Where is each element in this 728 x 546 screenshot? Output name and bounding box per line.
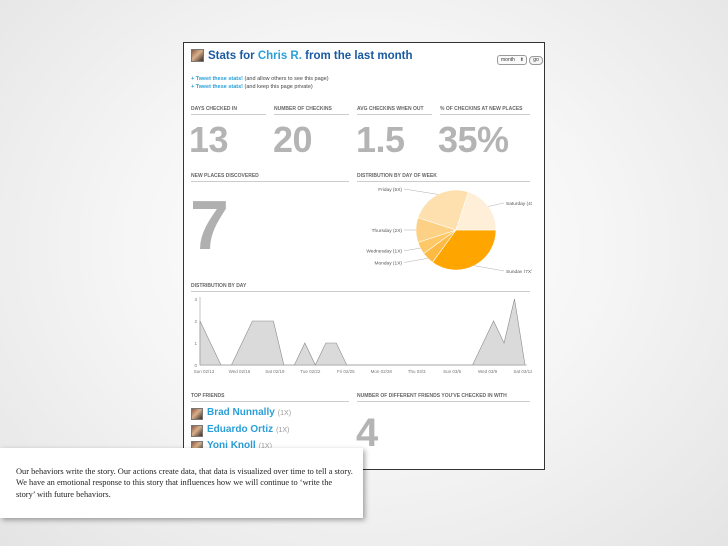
x-tick-label: Wed 03/9 (478, 369, 498, 374)
friend-name: Yoni Knoll (207, 440, 256, 451)
friend-avatar (191, 408, 203, 420)
stat-label-checkins: Number of checkins (274, 106, 349, 115)
y-tick-label: 3 (194, 297, 197, 302)
tweet-private-note: (and keep this page private) (244, 84, 313, 90)
title-suffix: from the last month (301, 50, 413, 62)
pie-slice (417, 189, 469, 231)
day-chart-label: Distribution by day (191, 283, 530, 292)
pie-slice-label: Sunday (7X) (506, 269, 532, 273)
period-select[interactable]: month ⬍ (497, 55, 527, 65)
x-tick-label: Mon 02/28 (371, 369, 393, 374)
go-button[interactable]: go (529, 56, 543, 65)
top-friends-label: Top friends (191, 393, 349, 402)
different-friends-label: Number of different friends you've check… (357, 393, 530, 402)
period-select-value: month (501, 57, 515, 63)
stat-label-days: Days checked in (191, 106, 266, 115)
friend-name-link[interactable]: Yoni Knoll (1X) (207, 440, 272, 451)
user-name-link[interactable]: Chris R. (257, 50, 302, 62)
different-friends-value: 4 (356, 411, 378, 455)
x-tick-label: Thu 03/3 (408, 369, 426, 374)
y-tick-label: 2 (194, 319, 197, 324)
user-avatar (191, 49, 204, 62)
pie-slice (432, 229, 497, 271)
pie-chart-label: Distribution by day of week (357, 173, 530, 182)
x-tick-label: Sat 03/12 (513, 369, 532, 374)
page-title: Stats for Chris R. from the last month (208, 50, 412, 62)
tweet-public-note: (and allow others to see this page) (244, 76, 329, 82)
stats-card: Stats for Chris R. from the last month m… (183, 42, 545, 470)
friend-name-link[interactable]: Brad Nunnally (1X) (207, 407, 291, 418)
pie-leader-line (488, 202, 505, 207)
new-places-value: 7 (190, 186, 229, 264)
x-tick-label: Wed 02/16 (229, 369, 251, 374)
pie-slice-label: Monday (1X) (375, 260, 403, 266)
stat-value-new-pct: 35% (438, 119, 509, 160)
y-tick-label: 0 (194, 363, 197, 368)
pie-leader-line (474, 265, 505, 272)
pie-leader-line (403, 188, 438, 195)
tweet-private-row: + Tweet these stats! (and keep this page… (191, 83, 329, 91)
friend-count: (1X) (258, 443, 272, 450)
title-prefix: Stats for (208, 50, 258, 62)
day-of-week-pie-chart: Sunday (7X) Monday (1X) Wednesday (1X) Thur… (366, 187, 532, 273)
pie-slice-label: Thursday (2X) (372, 228, 403, 234)
friend-name: Brad Nunnally (207, 407, 275, 418)
x-tick-label: Sat 02/19 (265, 369, 285, 374)
stat-label-new-pct: % of checkins at new places (440, 106, 530, 115)
friend-name: Eduardo Ortiz (207, 424, 274, 435)
area-series (199, 298, 526, 366)
tweet-private-link[interactable]: + Tweet these stats! (191, 84, 244, 90)
stat-value-avg: 1.5 (356, 119, 405, 160)
slide-caption: Our behaviors write the story. Our actio… (0, 448, 363, 518)
x-tick-label: Fri 02/25 (337, 369, 355, 374)
friend-count: (1X) (276, 427, 290, 434)
friend-name-link[interactable]: Eduardo Ortiz (1X) (207, 424, 289, 435)
x-tick-label: Tue 02/22 (300, 369, 321, 374)
y-tick-label: 1 (194, 341, 197, 346)
new-places-label: New places discovered (191, 173, 349, 182)
select-arrows-icon: ⬍ (519, 57, 524, 63)
pie-slice-label: Wednesday (1X) (366, 249, 402, 255)
pie-leader-line (403, 258, 428, 263)
friend-count: (1X) (277, 410, 292, 417)
pie-slice-label: Saturday (4X) (506, 201, 532, 207)
tweet-public-row: + Tweet these stats! (and allow others t… (191, 75, 329, 83)
tweet-public-link[interactable]: + Tweet these stats! (191, 76, 244, 82)
pie-slice-label: Friday (5X) (378, 187, 402, 193)
tweet-links: + Tweet these stats! (and allow others t… (191, 75, 329, 91)
stat-value-days: 13 (189, 119, 229, 160)
x-tick-label: Sun 03/6 (443, 369, 462, 374)
stats-header: Stats for Chris R. from the last month m… (190, 47, 543, 69)
stat-label-avg: Avg checkins when out (357, 106, 432, 115)
friend-avatar (191, 425, 203, 437)
stat-value-checkins: 20 (273, 119, 313, 160)
x-tick-label: Sun 02/13 (194, 369, 215, 374)
pie-leader-line (403, 247, 421, 252)
